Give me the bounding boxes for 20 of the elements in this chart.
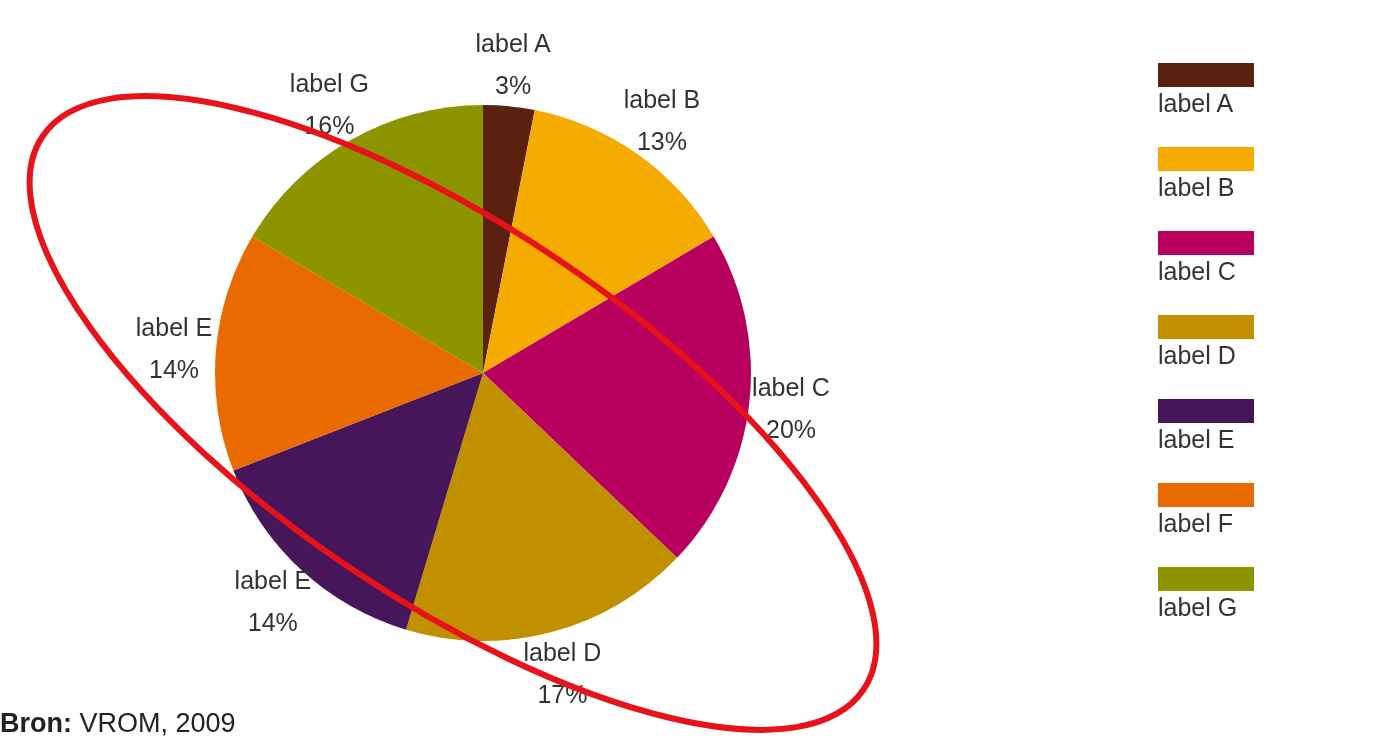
pie-slice xyxy=(215,236,483,471)
legend-label: label G xyxy=(1158,593,1238,622)
legend-label: label D xyxy=(1158,341,1236,370)
legend-label: label F xyxy=(1158,509,1234,538)
pie-slice xyxy=(405,373,678,641)
pie-slice xyxy=(483,236,751,558)
legend-label: label B xyxy=(1158,173,1235,202)
pie-slice xyxy=(483,105,535,373)
pie-slice xyxy=(233,373,483,630)
pie-slice xyxy=(252,105,483,373)
data-label: label B 13% xyxy=(623,84,701,155)
data-label: label E 14% xyxy=(135,312,213,383)
data-label: label C 20% xyxy=(752,373,830,444)
legend-label: label C xyxy=(1158,257,1236,286)
text: Bron: VROM, 2009 xyxy=(0,708,236,739)
legend-label: label A xyxy=(1158,89,1234,118)
data-label: label E 14% xyxy=(234,565,312,636)
pie-slice xyxy=(483,110,714,373)
legend-label: label E xyxy=(1158,425,1235,454)
data-label: label A 3% xyxy=(475,29,551,100)
